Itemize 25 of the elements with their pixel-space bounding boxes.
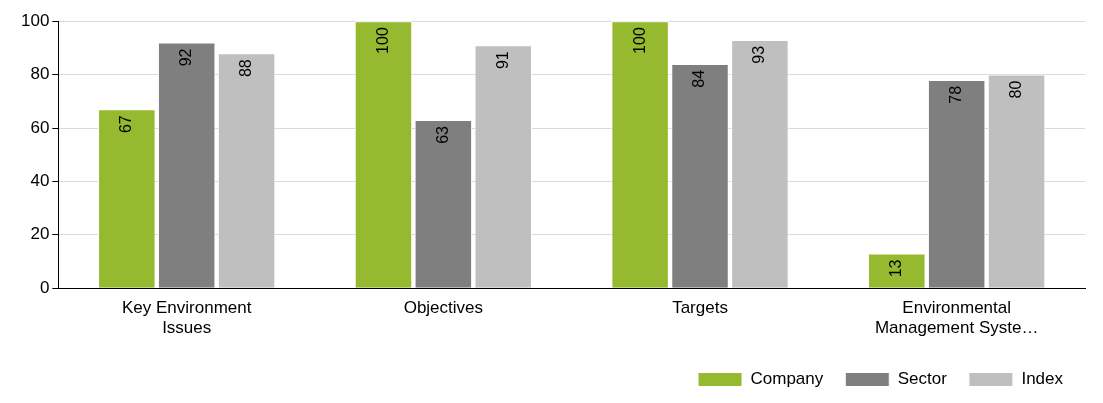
data-label: 93 bbox=[750, 45, 768, 64]
y-tick-label: 80 bbox=[30, 64, 50, 84]
data-label: 88 bbox=[236, 59, 254, 78]
data-label: 100 bbox=[630, 27, 648, 54]
data-label: 84 bbox=[690, 69, 708, 88]
y-tick-label: 20 bbox=[30, 224, 50, 244]
legend-label: Company bbox=[750, 369, 824, 389]
y-tick-label: 60 bbox=[30, 117, 50, 137]
legend-label: Index bbox=[1021, 369, 1064, 389]
data-label: 100 bbox=[373, 27, 391, 54]
data-label: 13 bbox=[887, 259, 905, 278]
data-label: 91 bbox=[493, 51, 511, 70]
y-tick-label: 100 bbox=[20, 10, 50, 30]
data-label: 92 bbox=[177, 48, 195, 67]
x-tick-label: Targets bbox=[672, 298, 728, 318]
x-tick-label: Key Environment Issues bbox=[121, 298, 252, 338]
data-label: 78 bbox=[947, 85, 965, 104]
legend-label: Sector bbox=[897, 369, 948, 389]
data-label: 80 bbox=[1006, 80, 1024, 99]
y-tick-label: 40 bbox=[30, 171, 50, 191]
data-label: 63 bbox=[433, 125, 451, 144]
data-label: 67 bbox=[117, 115, 135, 134]
x-tick-label: Objectives bbox=[403, 298, 484, 318]
x-tick-label: Environmental Management Syste… bbox=[874, 298, 1039, 338]
y-tick-label: 0 bbox=[39, 277, 50, 297]
